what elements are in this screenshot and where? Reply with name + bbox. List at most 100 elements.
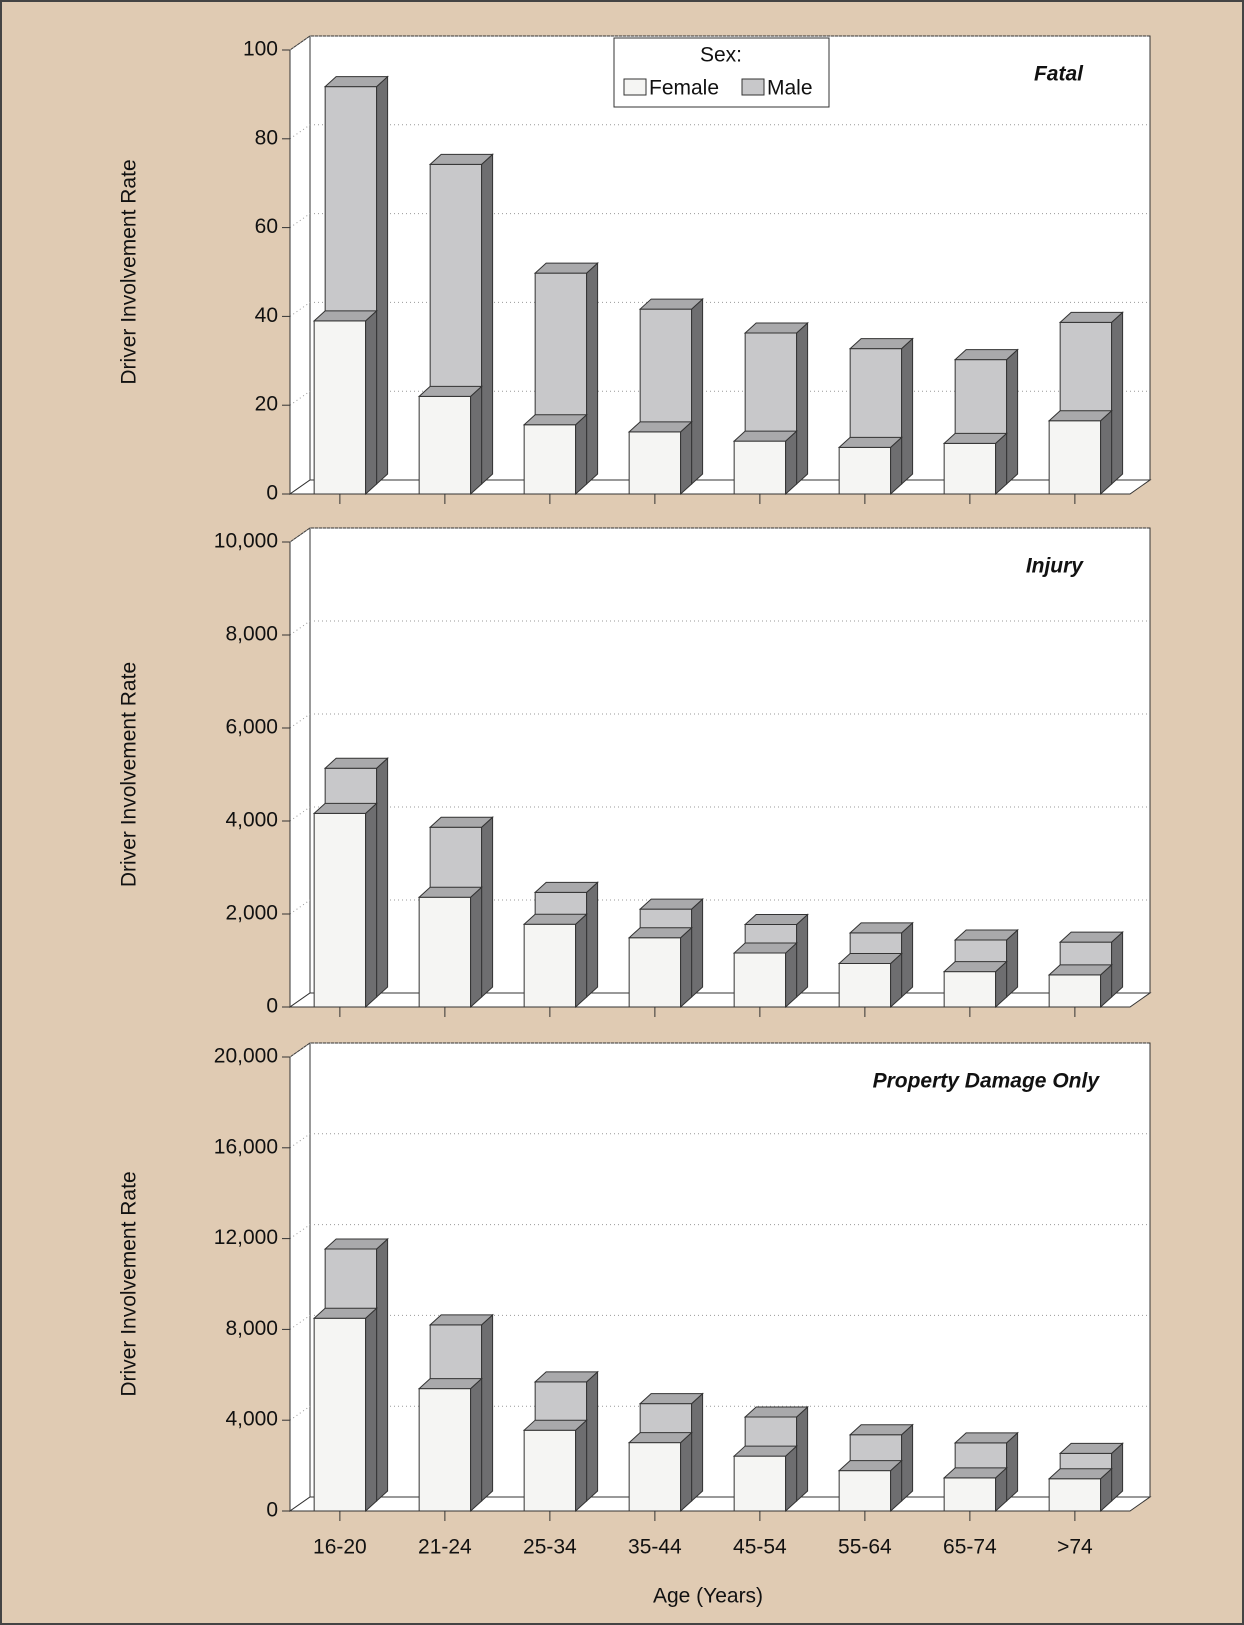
bar-male-face — [428, 153, 494, 165]
bar-female-face — [1047, 410, 1113, 422]
bar-female-face — [312, 1307, 378, 1319]
bar-female-face — [418, 395, 472, 495]
y-tick-label: 40 — [255, 304, 278, 327]
bar-male-face — [1006, 928, 1019, 999]
bar-female-face — [732, 1445, 798, 1457]
grid-line — [289, 527, 311, 543]
bar-male-face — [638, 298, 704, 310]
grid-line — [289, 301, 311, 317]
grid-line — [289, 1133, 311, 1149]
side-wall — [289, 1042, 311, 1512]
bar-female-face — [575, 913, 588, 1009]
bar-male-face — [481, 153, 494, 486]
bar-male-face — [323, 76, 389, 88]
bar-male-face — [638, 1393, 704, 1405]
bar-female-face — [943, 1477, 997, 1512]
bar-female-face — [417, 385, 483, 397]
side-wall — [289, 35, 311, 495]
bar-female — [942, 1466, 1008, 1513]
bar-male-face — [1058, 931, 1124, 943]
legend-box — [613, 37, 830, 108]
bar-male-face — [376, 75, 389, 486]
grid-line — [289, 1405, 311, 1421]
bar-female-face — [575, 1419, 588, 1513]
bar-female-face — [365, 802, 378, 1009]
bar-female — [1047, 409, 1113, 496]
bar-male-face — [481, 1313, 494, 1503]
bar-female-face — [837, 953, 903, 965]
grid-line — [289, 390, 311, 406]
y-tick-label: 20 — [255, 393, 278, 416]
bar-female — [522, 913, 588, 1009]
bar-female — [417, 1377, 483, 1513]
x-tick-label: 45-54 — [733, 1536, 787, 1559]
panel-title: Fatal — [1034, 63, 1084, 86]
bar-male-face — [691, 1392, 704, 1503]
grid-line — [289, 899, 311, 915]
bar-female — [417, 886, 483, 1009]
y-tick-label: 2,000 — [225, 902, 278, 925]
bar-male-face — [533, 881, 599, 893]
bar-male-face — [376, 1237, 389, 1503]
bar-female-face — [522, 414, 588, 426]
bar-female-face — [417, 886, 483, 898]
bar-female — [1047, 1467, 1113, 1513]
bar-female — [732, 1444, 798, 1513]
bar-male-face — [743, 322, 809, 334]
bar-female-face — [1048, 974, 1102, 1008]
bar-male-face — [901, 337, 914, 486]
bar-female-face — [628, 937, 682, 1008]
bar-female — [837, 436, 903, 496]
bar-female-face — [1047, 1468, 1113, 1480]
bar-male-face — [901, 921, 914, 999]
bar-female-face — [943, 971, 997, 1008]
bar-female — [942, 432, 1008, 496]
y-tick-label: 12,000 — [214, 1226, 278, 1249]
bar-male-face — [533, 262, 599, 274]
bar-female — [627, 420, 693, 496]
bar-female — [312, 309, 378, 496]
y-tick-label: 8,000 — [225, 1317, 278, 1340]
bar-female-face — [680, 926, 693, 1009]
bar-female — [732, 941, 798, 1009]
y-tick-label: 4,000 — [225, 809, 278, 832]
x-tick-label: 16-20 — [313, 1536, 367, 1559]
bar-male-face — [586, 1370, 599, 1503]
bar-male-face — [1111, 930, 1124, 999]
bar-female-face — [523, 424, 577, 495]
grid-line — [289, 1224, 311, 1240]
bar-female — [627, 926, 693, 1009]
bar-male-face — [533, 1371, 599, 1383]
bar-female-face — [838, 446, 892, 495]
bar-female — [732, 430, 798, 496]
bar-female — [312, 1307, 378, 1513]
bar-male-face — [796, 321, 809, 486]
bar-female-face — [838, 963, 892, 1008]
y-tick-label: 0 — [266, 995, 278, 1018]
grid-line — [289, 620, 311, 636]
bar-male-face — [743, 1406, 809, 1418]
bar-female-face — [837, 436, 903, 448]
bar-female-face — [417, 1378, 483, 1390]
grid-line — [289, 35, 311, 51]
bar-male-face — [428, 1314, 494, 1326]
bar-female-face — [680, 1431, 693, 1513]
bar-female-face — [418, 896, 472, 1008]
bar-female — [837, 1459, 903, 1513]
x-tick-label: 55-64 — [838, 1536, 892, 1559]
bar-female-face — [942, 961, 1008, 973]
grid-line — [289, 213, 311, 229]
bar-male-face — [1058, 311, 1124, 323]
bar-female-face — [1100, 409, 1113, 496]
bar-female-face — [943, 442, 997, 495]
bar-male-face — [586, 261, 599, 486]
y-tick-label: 6,000 — [225, 716, 278, 739]
bar-female-face — [418, 1388, 472, 1512]
bar-female-face — [312, 310, 378, 322]
y-tick-label: 16,000 — [214, 1135, 278, 1158]
bar-female-face — [942, 1467, 1008, 1479]
x-tick-label: 65-74 — [943, 1536, 997, 1559]
y-tick-label: 10,000 — [214, 530, 278, 553]
bar-female-face — [313, 320, 367, 495]
